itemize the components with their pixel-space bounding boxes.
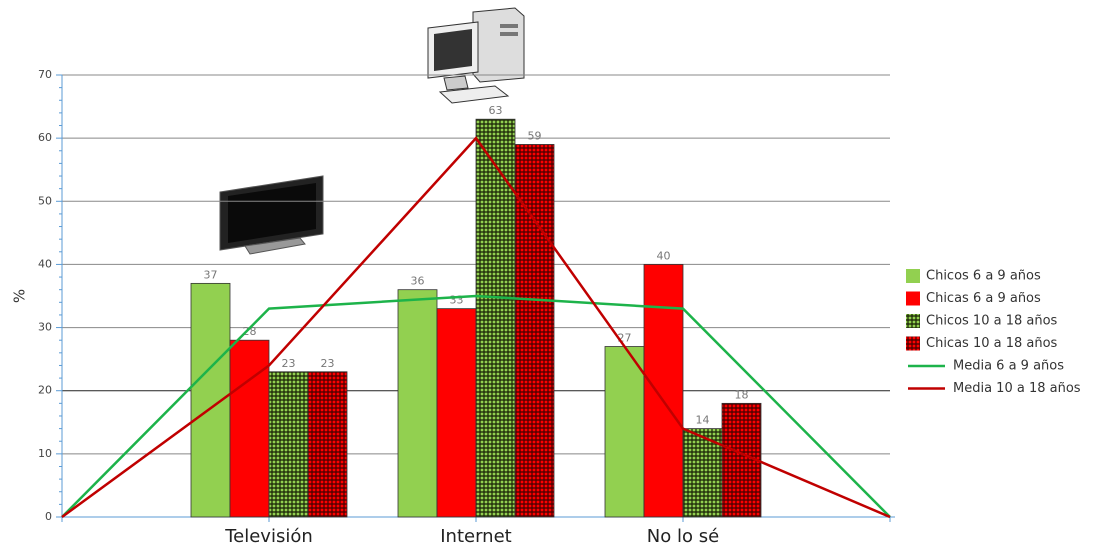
value-label: 37 [204,268,218,281]
tv-icon [219,175,324,255]
bar [268,371,309,518]
bar [397,289,438,518]
bar [475,118,516,518]
legend-swatch [906,269,920,283]
y-tick-label: 10 [38,447,52,460]
value-label: 40 [657,249,671,262]
line [61,136,891,519]
y-tick-label: 40 [38,257,52,270]
bar [307,371,348,518]
value-label: 59 [528,129,542,142]
value-label: 14 [696,414,710,427]
legend-label: Chicas 10 a 18 años [926,336,1058,351]
bar [643,264,684,518]
y-tick-label: 60 [38,131,52,144]
y-tick-label: 20 [38,384,52,397]
legend-label: Media 10 a 18 años [953,381,1081,396]
value-label: 28 [243,325,257,338]
legend-label: Chicos 6 a 9 años [926,269,1041,284]
bar [229,339,270,518]
y-tick-label: 70 [38,68,52,81]
y-tick-label: 50 [38,194,52,207]
legend-swatch [906,314,920,328]
value-label: 63 [489,104,503,117]
legend-swatch [906,291,920,306]
y-tick-label: 30 [38,321,52,334]
computer-icon [427,7,525,104]
value-label: 23 [282,357,296,370]
value-label: 36 [411,275,425,288]
line [61,294,891,518]
value-label: 18 [735,388,749,401]
legend-label: Chicas 6 a 9 años [926,291,1041,306]
legend-swatch [906,336,920,351]
legend-label: Chicos 10 a 18 años [926,314,1058,329]
x-tick-label: Internet [440,526,511,547]
value-label: 23 [321,357,335,370]
bar [190,282,231,518]
bar [436,308,477,518]
legend-label: Media 6 a 9 años [953,359,1064,374]
y-tick-label: 0 [45,510,52,523]
value-label: 33 [450,294,464,307]
y-axis-label: % [11,289,29,303]
bar [514,144,555,518]
x-tick-label: No lo sé [647,526,719,547]
x-tick-label: Televisión [224,526,313,547]
bar [604,346,645,518]
